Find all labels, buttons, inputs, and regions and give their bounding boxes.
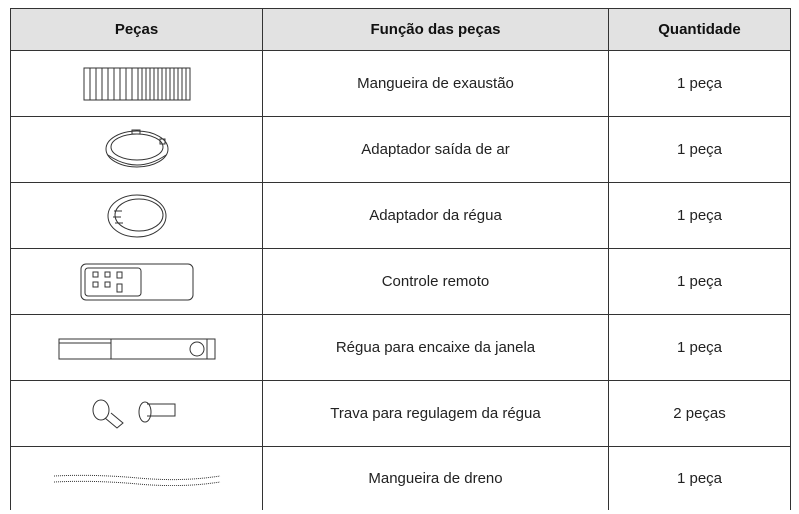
function-cell: Adaptador da régua <box>262 182 609 249</box>
header-cell: Peças <box>10 8 263 51</box>
quantity-cell: 1 peça <box>608 446 791 510</box>
quantity-cell: 1 peça <box>608 116 791 183</box>
row: Adaptador da régua 1 peça <box>10 182 791 249</box>
row: Controle remoto 1 peça <box>10 248 791 315</box>
part-image-cell <box>10 446 263 510</box>
header-cell: Quantidade <box>608 8 791 51</box>
function-cell: Mangueira de dreno <box>262 446 609 510</box>
row: Adaptador saída de ar 1 peça <box>10 116 791 183</box>
header-cell: Função das peças <box>262 8 609 51</box>
remote-control-icon <box>80 263 193 300</box>
function-cell: Adaptador saída de ar <box>262 116 609 183</box>
quantity-cell: 1 peça <box>608 314 791 381</box>
window-ruler-icon <box>58 338 215 359</box>
drain-hose-icon <box>53 474 220 486</box>
function-cell: Trava para regulagem da régua <box>262 380 609 447</box>
locking-knobs-icon <box>92 399 175 429</box>
part-image-cell <box>10 314 263 381</box>
parts-table: Peças Função das peças Quantidade Mangue… <box>10 8 791 510</box>
parts-table-wrapper: Peças Função das peças Quantidade Mangue… <box>10 8 791 510</box>
row: Mangueira de exaustão 1 peça <box>10 50 791 117</box>
header-row: Peças Função das peças Quantidade <box>10 8 791 51</box>
function-cell: Régua para encaixe da janela <box>262 314 609 381</box>
air-outlet-adapter-icon <box>105 129 168 167</box>
part-image-cell <box>10 182 263 249</box>
row: Trava para regulagem da régua 2 peças <box>10 380 791 447</box>
part-image-cell <box>10 116 263 183</box>
quantity-cell: 2 peças <box>608 380 791 447</box>
part-image-cell <box>10 380 263 447</box>
exhaust-hose-icon <box>83 67 190 100</box>
part-image-cell <box>10 248 263 315</box>
row: Mangueira de dreno 1 peça <box>10 446 791 510</box>
quantity-cell: 1 peça <box>608 182 791 249</box>
quantity-cell: 1 peça <box>608 50 791 117</box>
function-cell: Mangueira de exaustão <box>262 50 609 117</box>
row: Régua para encaixe da janela 1 peça <box>10 314 791 381</box>
quantity-cell: 1 peça <box>608 248 791 315</box>
part-image-cell <box>10 50 263 117</box>
ruler-adapter-icon <box>107 194 166 237</box>
function-cell: Controle remoto <box>262 248 609 315</box>
